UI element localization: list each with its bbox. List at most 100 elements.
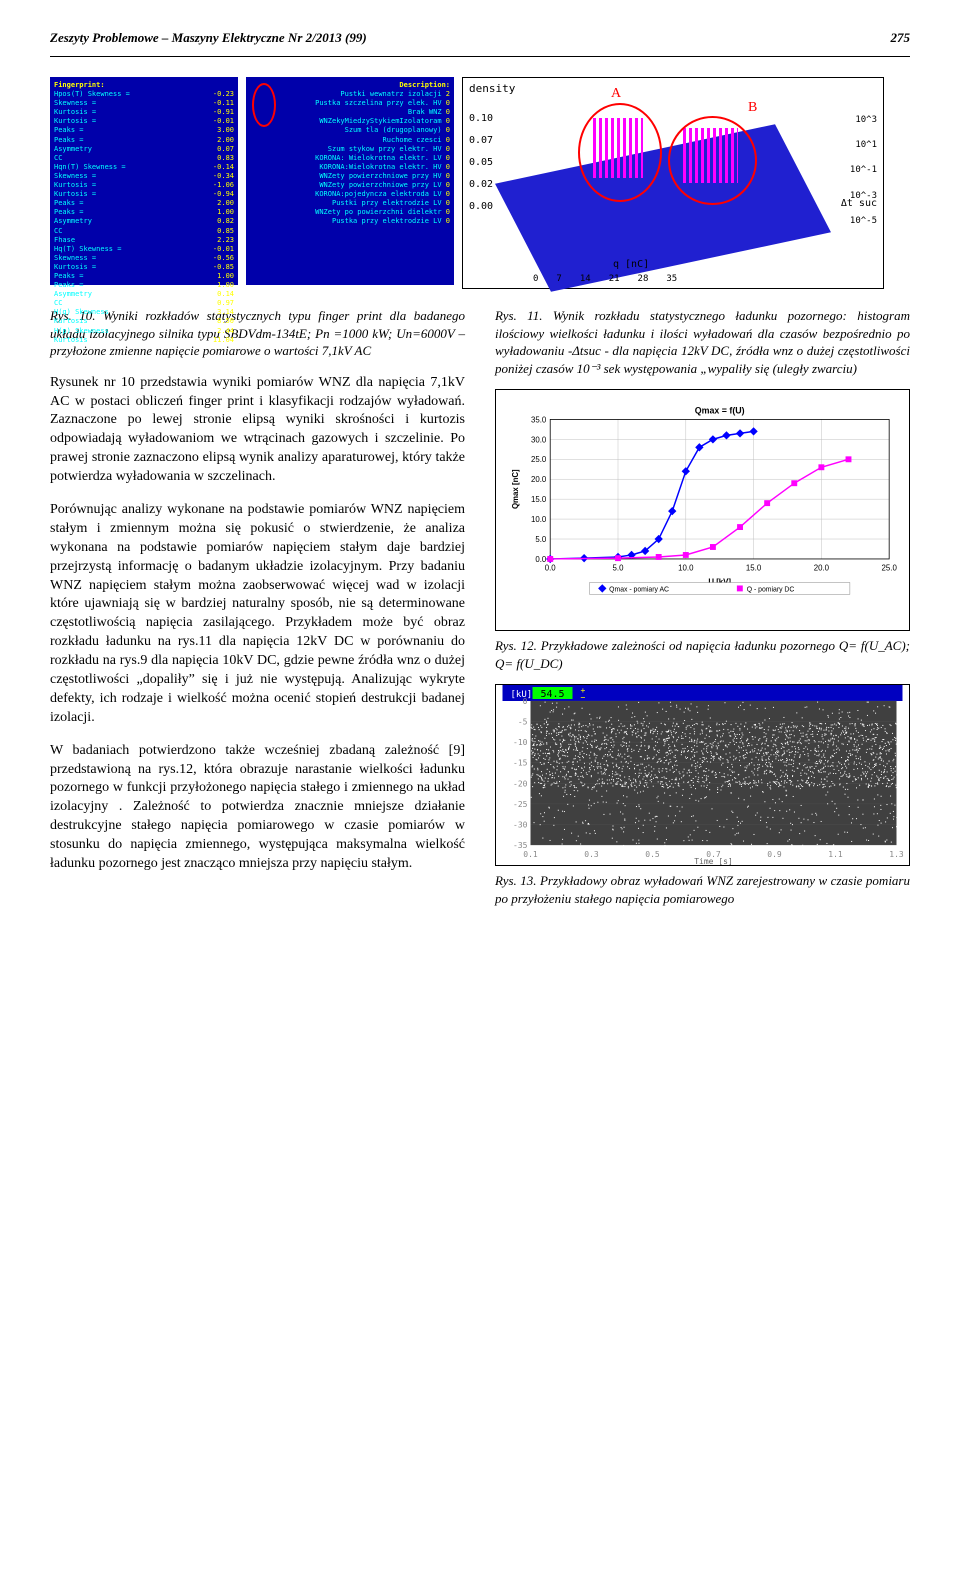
description-row: Pustki wewnatrz izolacji 2 [250,90,450,99]
description-title: Description: [250,81,450,90]
svg-text:54.5: 54.5 [540,689,564,700]
fingerprint-row: Hq(T) Skewness =-0.01 [54,245,234,254]
svg-text:-15: -15 [513,759,528,768]
description-row: WNZekyMiedzyStykiemIzolatoram 0 [250,117,450,126]
svg-text:0.3: 0.3 [584,850,599,859]
description-row: Szum stykow przy elektr. HV 0 [250,145,450,154]
caption-rys12: Rys. 12. Przykładowe zależności od napię… [495,637,910,672]
svg-text:20.0: 20.0 [814,564,830,573]
xtick: 7 [556,274,561,284]
fingerprint-row: Peaks =1.00 [54,272,234,281]
svg-text:0: 0 [523,697,528,706]
ellipse-b-icon [668,116,757,205]
fingerprint-row: Skewness =-0.56 [54,254,234,263]
svg-text:[kU]: [kU] [511,690,533,700]
annotation-b: B [748,100,757,116]
description-row: KORONA:pojedyncza elektroda LV 0 [250,190,450,199]
svg-text:0.0: 0.0 [545,564,557,573]
fingerprint-title: Fingerprint: [54,81,234,90]
svg-text:Q - pomiary DC: Q - pomiary DC [747,587,795,594]
fingerprint-row: Hqn(T) Skewness =-0.14 [54,163,234,172]
svg-text:-20: -20 [513,780,528,789]
xtick: 14 [580,274,591,284]
svg-text:5.0: 5.0 [613,564,625,573]
fingerprint-row: Fhase2.23 [54,236,234,245]
ytick: 0.10 [469,108,493,130]
rys13-chart: 54.5[kU]+−0-5-10-15-20-25-30-350.10.30.5… [495,684,910,866]
xtick: 28 [638,274,649,284]
fingerprint-row: Asymmetry0.82 [54,217,234,226]
svg-text:15.0: 15.0 [531,495,547,504]
xtick: 35 [666,274,677,284]
fingerprint-row: Peaks =3.00 [54,126,234,135]
svg-text:0.9: 0.9 [767,850,782,859]
xtick: 21 [609,274,620,284]
description-row: KORONA:Wielokrotna elektr. HV 0 [250,163,450,172]
description-row: Pustki przy elektrodzie LV 0 [250,199,450,208]
ztick: 10^1 [850,133,877,158]
fingerprint-row: Asymmetry0.07 [54,145,234,154]
body-para-3: W badaniach potwierdzono także wcześniej… [50,742,465,874]
page-header: Zeszyty Problemowe – Maszyny Elektryczne… [50,30,910,57]
svg-text:10.0: 10.0 [531,515,547,524]
description-panel: Description: Pustki wewnatrz izolacji 2P… [246,77,454,285]
svg-text:-30: -30 [513,821,528,830]
description-row: WNZety powierzchniowe przy HV 0 [250,172,450,181]
fingerprint-row: Kurtosis =-0.94 [54,190,234,199]
fingerprint-panel: Fingerprint: Hpos(T) Skewness =-0.23 Ske… [50,77,238,285]
density-xlabel: q [nC] [613,259,649,270]
journal-title: Zeszyty Problemowe – Maszyny Elektryczne… [50,30,367,46]
right-column: Rys. 11. Wynik rozkładu statystycznego ł… [495,301,910,919]
qmax-svg: 0.05.010.015.020.025.030.035.00.05.010.0… [506,400,899,600]
svg-text:Qmax - pomiary AC: Qmax - pomiary AC [609,587,669,594]
fingerprint-row: H(q) Skewness3.14 [54,308,234,317]
svg-text:0.5: 0.5 [645,850,660,859]
density-ylabel: density [469,82,515,95]
page-number: 275 [891,30,911,46]
body-para-2: Porównując analizy wykonane na podstawie… [50,501,465,728]
fingerprint-row: Peaks =1.00 [54,281,234,290]
density-3d-panel: density 0.100.070.050.020.00 A B 0714212… [462,77,884,289]
description-row: Pustka szczelina przy elek. HV 0 [250,99,450,108]
description-row: Szum tla (drugoplanowy) 0 [250,126,450,135]
svg-text:-5: -5 [518,718,528,727]
fingerprint-row: Kurtosis =-1.06 [54,181,234,190]
body-columns: Rys. 10. Wyniki rozkładów statystycznych… [50,301,910,919]
xtick: 0 [533,274,538,284]
description-row: WNZety powierzchniowe przy LV 0 [250,181,450,190]
fingerprint-row: CC0.97 [54,299,234,308]
ztick: 10^-5 [850,209,877,234]
svg-text:1.3: 1.3 [889,850,904,859]
svg-text:5.0: 5.0 [535,535,547,544]
density-zlabel: Δt suc [841,198,877,209]
description-row: Brak WNZ 0 [250,108,450,117]
svg-text:0.1: 0.1 [523,850,538,859]
description-row: Ruchome czesci 0 [250,136,450,145]
ztick: 10^3 [850,108,877,133]
description-row: KORONA: Wielokrotna elektr. LV 0 [250,154,450,163]
fingerprint-row: Kurtosis =-0.01 [54,117,234,126]
svg-text:15.0: 15.0 [746,564,762,573]
svg-text:Qmax [nC]: Qmax [nC] [511,469,520,509]
fingerprint-row: CC0.85 [54,227,234,236]
fingerprint-row: Hpos(T) Skewness =-0.23 [54,90,234,99]
highlight-ellipse-icon [252,83,276,127]
ytick: 0.02 [469,174,493,196]
ytick: 0.05 [469,152,493,174]
svg-text:-10: -10 [513,738,528,747]
svg-text:-25: -25 [513,800,528,809]
fingerprint-row: Kurtosis =-0.91 [54,108,234,117]
fingerprint-row: Peaks =2.00 [54,136,234,145]
description-row: WNZety po powierzchni dielektr 0 [250,208,450,217]
ytick: 0.07 [469,130,493,152]
svg-text:25.0: 25.0 [882,564,898,573]
fingerprint-row: Asymmetry0.14 [54,290,234,299]
fingerprint-row: Skewness =-0.34 [54,172,234,181]
density-floor [495,124,831,292]
fingerprint-row: Peaks =1.00 [54,208,234,217]
svg-text:30.0: 30.0 [531,436,547,445]
fingerprint-row: Peaks =2.00 [54,199,234,208]
fingerprint-row: CC0.83 [54,154,234,163]
top-panels-row: Fingerprint: Hpos(T) Skewness =-0.23 Ske… [50,77,910,289]
rys13-svg: 54.5[kU]+−0-5-10-15-20-25-30-350.10.30.5… [496,685,909,865]
